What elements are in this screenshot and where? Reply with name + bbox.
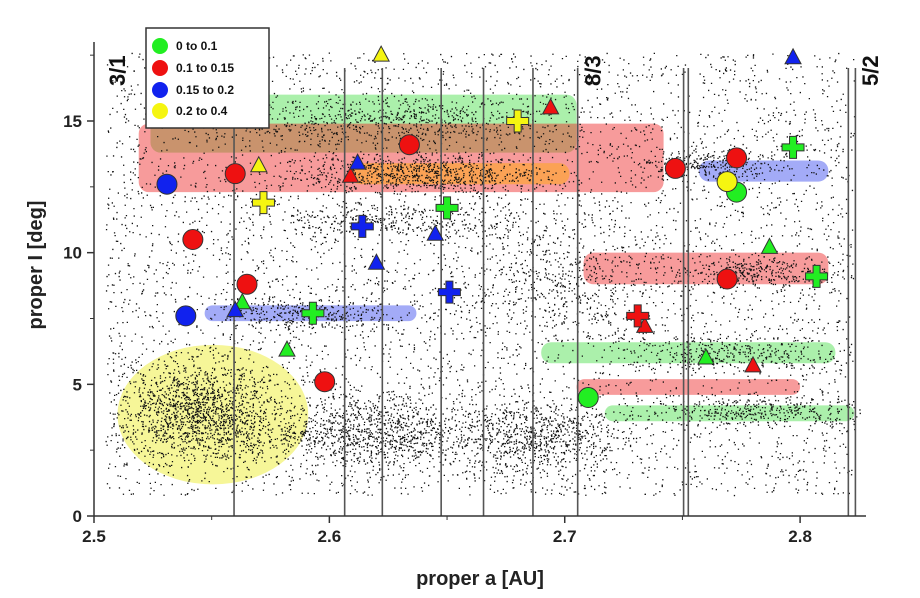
y-tick-label-1: 5 [73, 375, 82, 394]
data-point-triangle-3 [760, 237, 779, 254]
legend-label-0: 0 to 0.1 [176, 39, 218, 53]
resonance-label-2: 5/2 [858, 55, 883, 86]
data-point-cross-3 [805, 264, 829, 288]
legend-marker-1 [152, 60, 168, 76]
data-point-triangle-1 [348, 153, 367, 170]
x-tick-label-0: 2.5 [82, 527, 106, 546]
data-point-triangle-3 [426, 224, 445, 241]
data-point-cross-1 [435, 196, 459, 220]
x-tick-label-1: 2.6 [318, 527, 342, 546]
data-markers [156, 45, 829, 408]
legend-marker-2 [152, 82, 168, 98]
data-point-circle-6 [726, 147, 748, 169]
data-point-circle-0 [156, 173, 178, 195]
legend-label-1: 0.1 to 0.15 [176, 61, 234, 75]
data-point-cross-1 [437, 280, 461, 304]
data-point-triangle-0 [233, 292, 252, 310]
legend-label-3: 0.2 to 0.4 [176, 104, 228, 118]
data-point-circle-1 [182, 229, 204, 250]
data-point-triangle-4 [784, 47, 802, 65]
data-point-circle-4 [398, 134, 420, 156]
data-point-circle-0 [224, 163, 246, 185]
data-point-circle-5 [664, 157, 686, 179]
data-point-circle-1 [175, 305, 197, 327]
background-asteroid-points [105, 52, 861, 497]
data-point-triangle-0 [341, 166, 360, 183]
data-point-cross-0 [626, 304, 650, 328]
data-point-triangle-1 [372, 45, 390, 62]
resonance-label-1: 8/3 [581, 55, 606, 86]
data-point-triangle-1 [541, 97, 560, 115]
data-point-circle-0 [577, 387, 599, 408]
legend-marker-0 [152, 38, 168, 54]
data-point-cross-1 [506, 109, 530, 133]
data-point-triangle-2 [697, 347, 715, 365]
x-tick-label-3: 2.8 [788, 527, 812, 546]
highlight-ellipse-9 [117, 344, 309, 485]
data-point-cross-0 [251, 191, 275, 215]
y-tick-label-0: 0 [73, 507, 82, 526]
resonance-labels: 3/1 8/3 5/2 [105, 55, 883, 86]
data-point-triangle-1 [278, 340, 296, 357]
axes: 2.5 2.6 2.7 2.8 0 5 10 15 [63, 42, 866, 546]
data-point-circle-2 [236, 273, 258, 295]
data-point-triangle-0 [226, 300, 245, 318]
y-tick-label-2: 10 [63, 244, 82, 263]
data-point-cross-0 [350, 214, 374, 238]
x-tick-label-2: 2.7 [553, 527, 577, 546]
legend-marker-3 [152, 103, 168, 119]
data-point-circle-3 [314, 371, 336, 393]
data-point-triangle-0 [249, 155, 268, 173]
y-tick-label-3: 15 [63, 112, 82, 131]
asteroid-point-cloud [105, 52, 861, 497]
highlight-band-8 [604, 405, 855, 422]
y-axis-title: proper I [deg] [25, 201, 47, 330]
legend: 0 to 0.1 0.1 to 0.15 0.15 to 0.2 0.2 to … [145, 27, 270, 129]
x-axis-title: proper a [AU] [416, 568, 544, 590]
data-point-cross-0 [301, 301, 325, 325]
data-point-circle-7 [716, 268, 738, 290]
resonance-label-0: 3/1 [105, 55, 130, 86]
data-point-triangle-3 [744, 355, 762, 373]
highlight-band-5 [583, 252, 829, 285]
data-point-cross-2 [781, 135, 805, 159]
data-point-triangle-2 [367, 253, 386, 270]
legend-label-2: 0.15 to 0.2 [176, 83, 234, 97]
data-point-circle-0 [716, 171, 738, 193]
resonance-lines [233, 68, 857, 516]
